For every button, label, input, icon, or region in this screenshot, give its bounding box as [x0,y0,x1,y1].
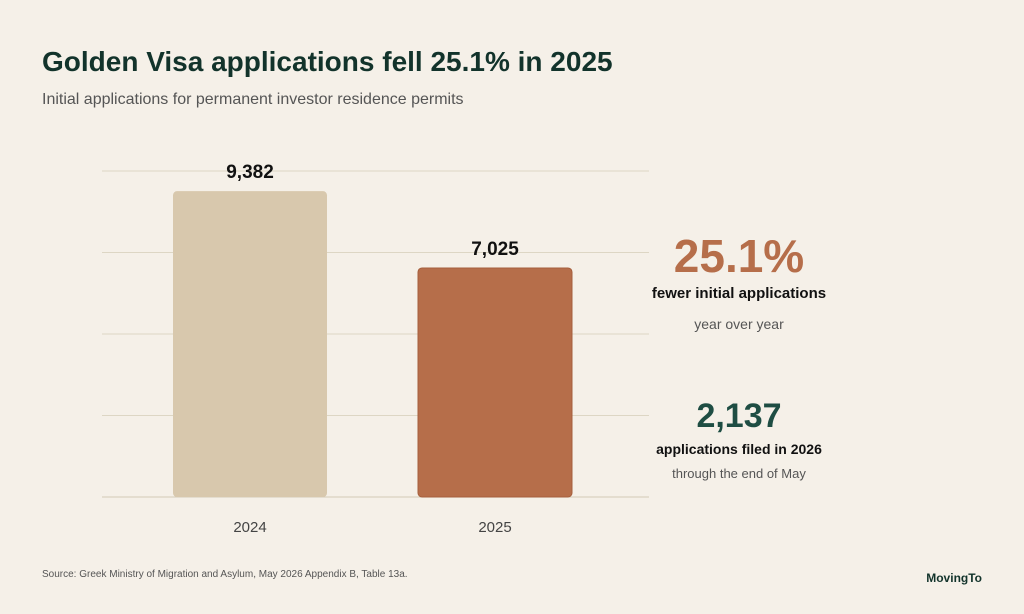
value-label-2024: 9,382 [226,162,274,183]
tick-label-2025: 2025 [478,519,511,536]
decline-stat-label: fewer initial applications [651,285,827,302]
source-note: Source: Greek Ministry of Migration and … [42,569,408,580]
labels: 9,382 2024 7,025 2025 [226,162,519,536]
decline-stat-sublabel: year over year [694,316,784,332]
value-label-2025: 7,025 [471,239,519,260]
ytd-stat-value: 2,137 [696,397,782,435]
bar-2025 [417,267,573,498]
ytd-stat-label: applications filed in 2026 [656,441,822,457]
tick-label-2024: 2024 [233,519,266,536]
chart-title: Golden Visa applications fell 25.1% in 2… [42,46,613,77]
bars [173,191,573,498]
ytd-stat-sublabel: through the end of May [672,466,806,481]
decline-stat-value: 25.1% [673,230,805,282]
chart-subtitle: Initial applications for permanent inves… [42,91,464,108]
brand-logo: MovingTo [926,571,982,585]
bar-2024 [173,191,327,498]
